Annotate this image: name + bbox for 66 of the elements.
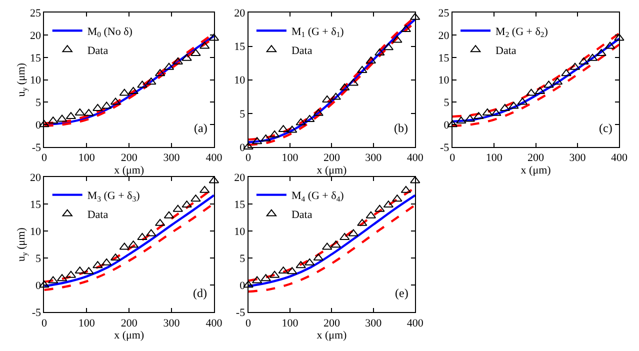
x-axis-title: x (μm) [316, 330, 348, 342]
y-tick-label: 10 [30, 74, 42, 87]
legend-label: M$_{4}$ (G + δ$_{4}$) [291, 190, 344, 204]
y-tick-label: 5 [240, 108, 246, 120]
x-tick-label: 200 [120, 317, 138, 330]
y-tick-label: -5 [440, 142, 450, 154]
y-tick-label: 20 [30, 30, 42, 42]
y-tick-label: -5 [32, 142, 42, 154]
y-tick-label: -5 [236, 306, 246, 319]
y-tick-label: 10 [438, 74, 450, 87]
x-tick-label: 200 [323, 317, 340, 330]
x-tick-label: 300 [365, 152, 382, 164]
x-tick-label: 200 [528, 152, 545, 164]
legend-label: Data [291, 209, 312, 222]
y-tick-label: 15 [438, 52, 450, 64]
legend-label: M$_{0}$ (No δ) [87, 26, 133, 40]
x-tick-label: 400 [206, 152, 223, 164]
y-tick-label: 10 [234, 74, 246, 87]
legend-label: Data [87, 209, 108, 222]
x-tick-label: 300 [163, 152, 180, 164]
x-axis-title: x (μm) [316, 164, 348, 176]
x-tick-label: 100 [486, 152, 503, 164]
x-tick-label: 200 [323, 152, 340, 164]
annotation: (e) [395, 286, 408, 300]
x-tick-label: 100 [78, 152, 96, 164]
x-axis-title: x (μm) [520, 164, 552, 176]
y-tick-label: 20 [30, 172, 42, 184]
y-tick-label: 10 [30, 226, 42, 238]
y-tick-label: 5 [240, 252, 246, 265]
y-tick-label: 25 [30, 8, 42, 20]
y-tick-label: 15 [30, 52, 42, 64]
x-axis-title: x (μm) [114, 164, 144, 176]
annotation: (b) [394, 121, 408, 135]
y-tick-label: 15 [234, 41, 246, 54]
legend-label: Data [87, 44, 108, 57]
x-tick-label: 100 [78, 317, 96, 330]
y-tick-label: 20 [438, 30, 450, 42]
x-tick-label: 100 [282, 317, 299, 330]
x-tick-label: 400 [610, 152, 628, 164]
annotation: (a) [194, 121, 208, 135]
x-axis-title: x (μm) [114, 330, 144, 342]
x-tick-label: 300 [365, 317, 382, 330]
x-tick-label: 300 [569, 152, 586, 164]
legend-label: M$_{2}$ (G + δ$_{2}$) [496, 26, 548, 40]
y-tick-label: 10 [234, 226, 246, 238]
y-tick-label: 20 [234, 172, 246, 184]
y-tick-label: 15 [30, 198, 42, 211]
x-tick-label: 200 [120, 152, 138, 164]
x-tick-label: 400 [406, 317, 424, 330]
x-tick-label: 400 [406, 152, 424, 164]
x-tick-label: 100 [282, 152, 299, 164]
y-tick-label: 5 [36, 252, 42, 265]
x-tick-label: 300 [163, 317, 180, 330]
y-tick-label: 5 [444, 97, 450, 110]
y-tick-label: 25 [438, 8, 450, 20]
legend-label: Data [291, 44, 312, 57]
annotation: (c) [599, 121, 612, 135]
y-tick-label: -5 [32, 306, 42, 319]
y-tick-label: 20 [234, 8, 246, 20]
y-tick-label: 15 [234, 198, 246, 211]
x-tick-label: 400 [206, 317, 223, 330]
legend-label: M$_{1}$ (G + δ$_{1}$) [291, 26, 344, 40]
legend-label: M$_{3}$ (G + δ$_{3}$) [87, 190, 140, 204]
legend-label: Data [496, 44, 516, 57]
y-tick-label: 5 [36, 97, 42, 110]
annotation: (d) [193, 286, 207, 300]
